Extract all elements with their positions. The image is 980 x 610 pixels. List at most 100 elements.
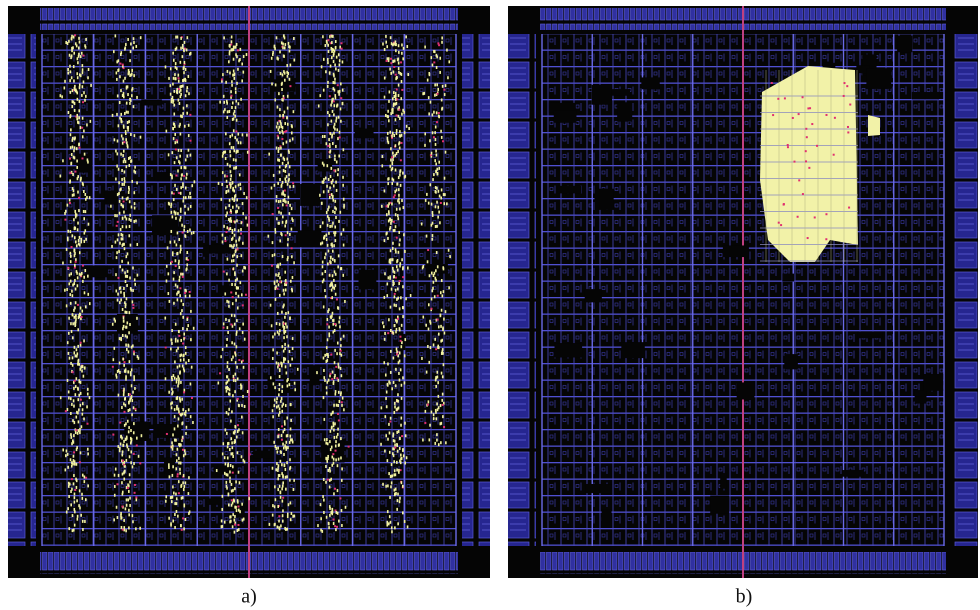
placed-cell bbox=[436, 201, 438, 204]
placed-cell bbox=[233, 146, 235, 149]
placed-cell bbox=[395, 118, 397, 121]
placed-cell bbox=[124, 247, 126, 250]
placed-cell bbox=[172, 83, 174, 86]
placed-cell bbox=[430, 346, 432, 349]
placed-cell bbox=[231, 80, 233, 83]
placed-cell bbox=[387, 484, 389, 487]
placed-cell bbox=[331, 181, 333, 184]
placed-cell bbox=[285, 528, 287, 531]
placed-cell bbox=[287, 384, 289, 387]
placed-cell bbox=[222, 442, 224, 445]
placed-cell bbox=[337, 265, 339, 268]
placed-cell bbox=[68, 352, 70, 355]
placed-cell bbox=[120, 337, 122, 340]
placed-cell bbox=[278, 414, 280, 417]
placed-cell bbox=[128, 331, 130, 334]
placed-cell bbox=[348, 446, 350, 448]
placed-cell bbox=[229, 448, 231, 451]
placed-cell bbox=[80, 306, 82, 309]
placed-cell bbox=[329, 479, 331, 482]
placed-cell bbox=[122, 183, 124, 186]
placed-cell bbox=[174, 240, 176, 243]
placed-cell bbox=[127, 126, 129, 129]
placed-cell bbox=[386, 45, 388, 48]
placed-cell bbox=[178, 480, 180, 483]
placed-cell bbox=[386, 282, 388, 285]
placed-cell bbox=[237, 133, 239, 136]
placed-cell bbox=[126, 217, 128, 220]
placed-cell bbox=[129, 408, 131, 411]
placed-cell bbox=[128, 71, 130, 74]
placed-cell bbox=[178, 492, 180, 494]
placed-cell bbox=[118, 250, 120, 253]
placed-cell bbox=[236, 319, 238, 322]
placed-cell bbox=[285, 201, 287, 204]
placed-cell bbox=[228, 301, 230, 304]
placed-cell bbox=[825, 213, 827, 215]
placed-cell bbox=[128, 120, 130, 123]
placed-cell bbox=[180, 462, 182, 465]
placed-cell bbox=[399, 447, 401, 450]
placed-cell bbox=[133, 375, 135, 378]
placed-cell bbox=[440, 202, 442, 204]
placed-cell bbox=[281, 138, 283, 140]
placed-cell bbox=[180, 273, 182, 276]
placed-cell bbox=[279, 411, 281, 414]
placed-cell bbox=[428, 400, 430, 403]
placed-cell bbox=[222, 348, 224, 351]
placed-cell bbox=[326, 359, 328, 362]
placed-cell bbox=[401, 384, 403, 387]
placed-cell bbox=[397, 182, 399, 185]
placed-cell bbox=[83, 210, 85, 213]
placed-cell bbox=[229, 219, 231, 222]
placed-cell bbox=[182, 436, 184, 439]
placed-cell bbox=[394, 59, 396, 62]
placed-cell bbox=[225, 81, 227, 84]
placed-cell bbox=[336, 117, 338, 120]
placed-cell bbox=[76, 114, 78, 117]
placed-cell bbox=[189, 510, 191, 513]
placed-cell bbox=[182, 327, 184, 330]
placed-cell bbox=[391, 219, 393, 222]
placed-cell bbox=[133, 462, 135, 465]
placed-cell bbox=[129, 323, 131, 326]
placed-cell bbox=[435, 205, 437, 208]
placed-cell bbox=[170, 496, 172, 499]
placed-cell bbox=[72, 313, 74, 316]
placed-cell bbox=[338, 321, 340, 324]
placed-cell bbox=[398, 51, 400, 54]
placed-cell bbox=[72, 294, 74, 297]
placed-cell bbox=[323, 181, 325, 184]
placed-cell bbox=[342, 60, 344, 63]
placed-cell bbox=[186, 267, 188, 270]
placed-cell bbox=[76, 117, 78, 120]
placed-cell bbox=[123, 440, 125, 443]
placed-cell bbox=[337, 173, 339, 176]
placed-cell bbox=[339, 497, 341, 499]
placed-cell bbox=[276, 36, 278, 39]
placed-cell bbox=[277, 488, 279, 491]
placed-cell bbox=[67, 267, 69, 269]
placed-cell bbox=[289, 49, 291, 52]
placed-cell bbox=[334, 81, 336, 84]
placed-cell bbox=[440, 325, 442, 328]
black-gap bbox=[359, 270, 377, 290]
placed-cell bbox=[75, 213, 77, 216]
placed-cell bbox=[77, 387, 79, 390]
placed-cell bbox=[339, 211, 341, 214]
placed-cell bbox=[394, 493, 396, 496]
placed-cell bbox=[399, 238, 401, 241]
placed-cell bbox=[123, 124, 125, 127]
placed-cell bbox=[72, 529, 74, 532]
placed-cell bbox=[124, 77, 126, 80]
placed-cell bbox=[328, 138, 330, 141]
placed-cell bbox=[282, 497, 284, 499]
placed-cell bbox=[439, 57, 441, 60]
placed-cell bbox=[337, 379, 339, 382]
placed-cell bbox=[234, 198, 236, 201]
placed-cell bbox=[247, 151, 249, 154]
placed-cell bbox=[122, 234, 124, 237]
placed-cell bbox=[279, 108, 281, 111]
placed-cell bbox=[326, 142, 328, 145]
placed-cell bbox=[398, 282, 400, 285]
